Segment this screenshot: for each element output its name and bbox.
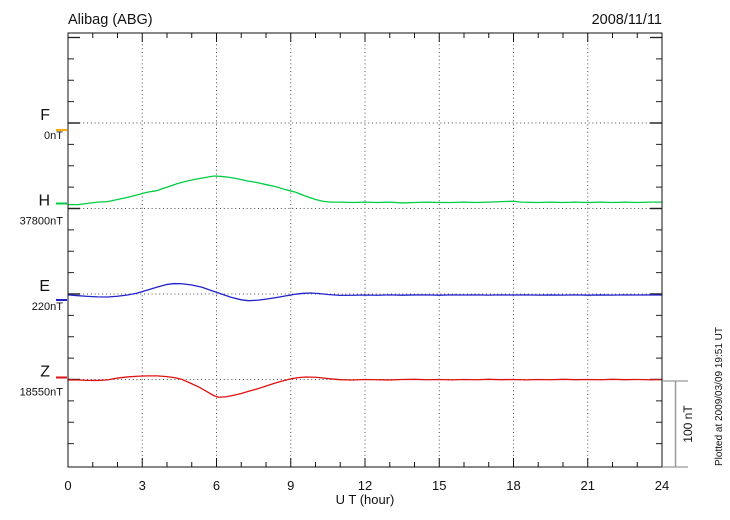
- series-letter-E: E: [39, 278, 50, 295]
- x-axis-labels: 0 3 6 9 12 15 18 21 24: [64, 478, 669, 493]
- x-tick-label: 3: [139, 478, 146, 493]
- series-letter-F: F: [40, 107, 50, 124]
- x-tick-label: 12: [358, 478, 372, 493]
- series-label-E: E 220nT: [32, 278, 63, 313]
- data-curves: [67, 175, 663, 398]
- curve-Z: [67, 375, 663, 398]
- series-label-H: H 37800nT: [20, 193, 64, 228]
- curve-E: [67, 282, 663, 302]
- x-tick-label: 24: [655, 478, 669, 493]
- date-label: 2008/11/11: [592, 12, 662, 28]
- series-letter-Z: Z: [40, 364, 50, 381]
- scale-bar-label: 100 nT: [681, 405, 695, 443]
- x-axis-title: U T (hour): [336, 492, 395, 507]
- grid-lines: [56, 33, 662, 467]
- series-label-Z: Z 18550nT: [20, 364, 64, 399]
- scale-bar: 100 nT: [663, 380, 695, 468]
- curve-H: [67, 175, 663, 206]
- x-tick-label: 0: [64, 478, 71, 493]
- x-tick-label: 15: [432, 478, 446, 493]
- x-tick-label: 18: [506, 478, 520, 493]
- series-baseline-value-Z: 18550nT: [20, 387, 64, 399]
- plotted-at-note: Plotted at 2009/03/09 19:51 UT: [714, 327, 725, 466]
- series-baseline-value-H: 37800nT: [20, 216, 64, 228]
- series-label-F: F 0nT: [40, 107, 63, 142]
- x-tick-label: 21: [581, 478, 595, 493]
- station-title: Alibag (ABG): [68, 12, 153, 28]
- x-tick-label: 6: [213, 478, 220, 493]
- plot-frame: [67, 32, 663, 468]
- series-baseline-value-E: 220nT: [32, 301, 63, 313]
- series-letter-H: H: [38, 193, 50, 210]
- series-baseline-value-F: 0nT: [44, 130, 63, 142]
- x-tick-label: 9: [287, 478, 294, 493]
